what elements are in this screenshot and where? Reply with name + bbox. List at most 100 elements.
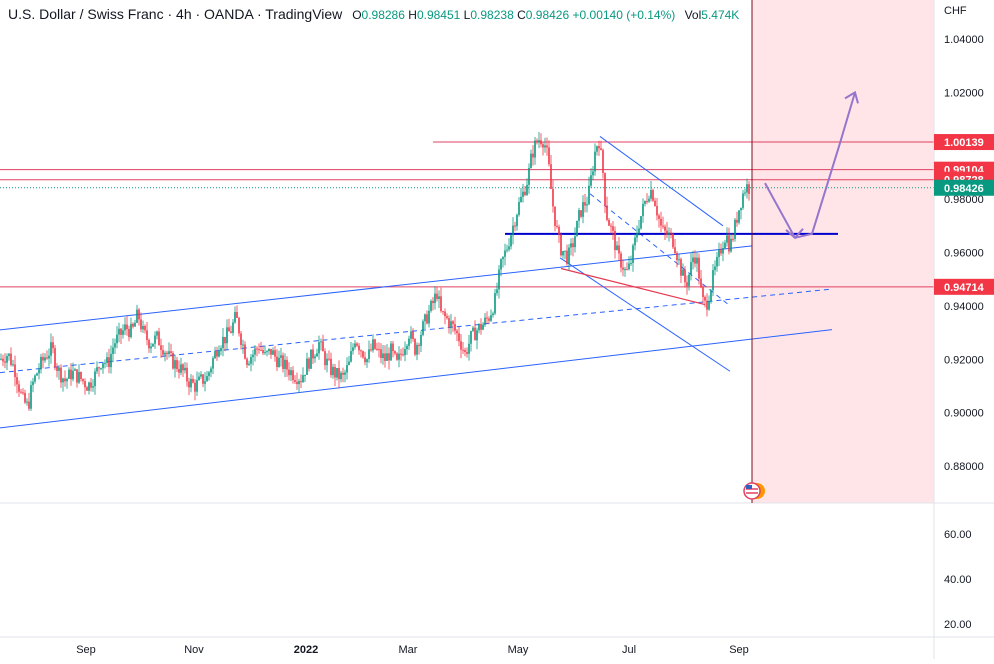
symbol-title[interactable]: U.S. Dollar / Swiss Franc · 4h · OANDA ·…: [8, 6, 343, 22]
candle-body: [94, 371, 96, 387]
candle: [392, 340, 394, 358]
candle: [340, 370, 342, 383]
candle: [532, 145, 534, 166]
candle: [446, 313, 448, 320]
candle-body: [584, 202, 586, 206]
candle: [514, 221, 516, 232]
down-channel-upper-line[interactable]: [599, 136, 724, 227]
candle-body: [634, 237, 636, 246]
candle-body: [302, 375, 304, 383]
price-tag[interactable]: 0.98426: [934, 179, 994, 196]
candle: [332, 363, 334, 379]
candle-body: [746, 184, 748, 193]
channel-upper-line[interactable]: [0, 245, 753, 331]
candle-body: [92, 386, 94, 388]
candle: [600, 140, 602, 151]
candle-body: [68, 369, 70, 379]
candle-body: [436, 293, 438, 299]
candle: [154, 331, 156, 349]
candle: [110, 345, 112, 374]
candle: [12, 359, 14, 367]
projection-path[interactable]: [764, 92, 856, 239]
channel-lower-line[interactable]: [0, 329, 833, 429]
candle: [98, 366, 100, 377]
candle: [70, 363, 72, 386]
candle-body: [568, 247, 570, 264]
candle: [84, 378, 86, 395]
candle-body: [556, 225, 558, 227]
candle: [686, 275, 688, 295]
candle-body: [496, 289, 498, 294]
red-trend-line[interactable]: [560, 267, 706, 306]
candle-body: [358, 345, 360, 351]
candle-body: [460, 341, 462, 350]
candle-body: [256, 348, 258, 350]
down-channel-mid-line[interactable]: [589, 193, 731, 307]
candle-body: [678, 259, 680, 261]
price-tick-label: 1.04000: [944, 34, 984, 46]
candle-body: [602, 149, 604, 173]
candle-body: [16, 377, 18, 385]
candle-body: [104, 362, 106, 364]
candle: [262, 346, 264, 356]
candle-body: [696, 257, 698, 264]
candle-body: [78, 371, 80, 383]
candle: [218, 345, 220, 358]
candle-body: [308, 358, 310, 369]
candle-body: [28, 401, 30, 409]
candle: [28, 392, 30, 411]
candle-body: [378, 349, 380, 351]
future-shade: [752, 0, 934, 503]
candle-body: [404, 349, 406, 356]
candle: [50, 333, 52, 364]
candle: [406, 343, 408, 355]
candle-body: [108, 357, 110, 368]
candle-body: [136, 309, 138, 323]
volume-label: Vol: [684, 8, 702, 22]
candle: [48, 348, 50, 367]
candle-body: [592, 171, 594, 176]
candle-body: [482, 324, 484, 330]
candle: [714, 260, 716, 276]
candle-body: [486, 317, 488, 319]
candle-body: [672, 233, 674, 248]
price-tag[interactable]: 0.94714: [934, 278, 994, 295]
candle: [656, 198, 658, 221]
candle-body: [294, 380, 296, 382]
arrowhead-down: [785, 228, 804, 240]
candle-body: [530, 153, 532, 168]
candle: [662, 216, 664, 229]
candle-body: [418, 344, 420, 346]
candle-body: [738, 210, 740, 223]
price-tag[interactable]: 1.00139: [934, 134, 994, 151]
candle-body: [642, 203, 644, 217]
candle: [132, 322, 134, 329]
candle: [326, 353, 328, 373]
candle-body: [116, 334, 118, 344]
candle: [128, 325, 130, 342]
time-tick-label: May: [508, 644, 529, 656]
candle-body: [646, 201, 648, 203]
candle: [212, 356, 214, 375]
candle: [284, 353, 286, 378]
candle: [102, 363, 104, 374]
candle-body: [106, 357, 108, 363]
candle: [452, 319, 454, 333]
candle: [624, 266, 626, 277]
candle-body: [42, 356, 44, 361]
candle-body: [32, 381, 34, 386]
down-channel-lower-line[interactable]: [559, 257, 731, 372]
candle: [664, 224, 666, 240]
candle-body: [166, 352, 168, 355]
candle-body: [210, 368, 212, 373]
candle: [178, 360, 180, 379]
channel-middle-line[interactable]: [0, 288, 833, 374]
candle-body: [12, 364, 14, 366]
candle-body: [652, 190, 654, 201]
candle-body: [382, 353, 384, 359]
candle: [236, 305, 238, 319]
candle-body: [694, 257, 696, 264]
candle: [192, 375, 194, 384]
